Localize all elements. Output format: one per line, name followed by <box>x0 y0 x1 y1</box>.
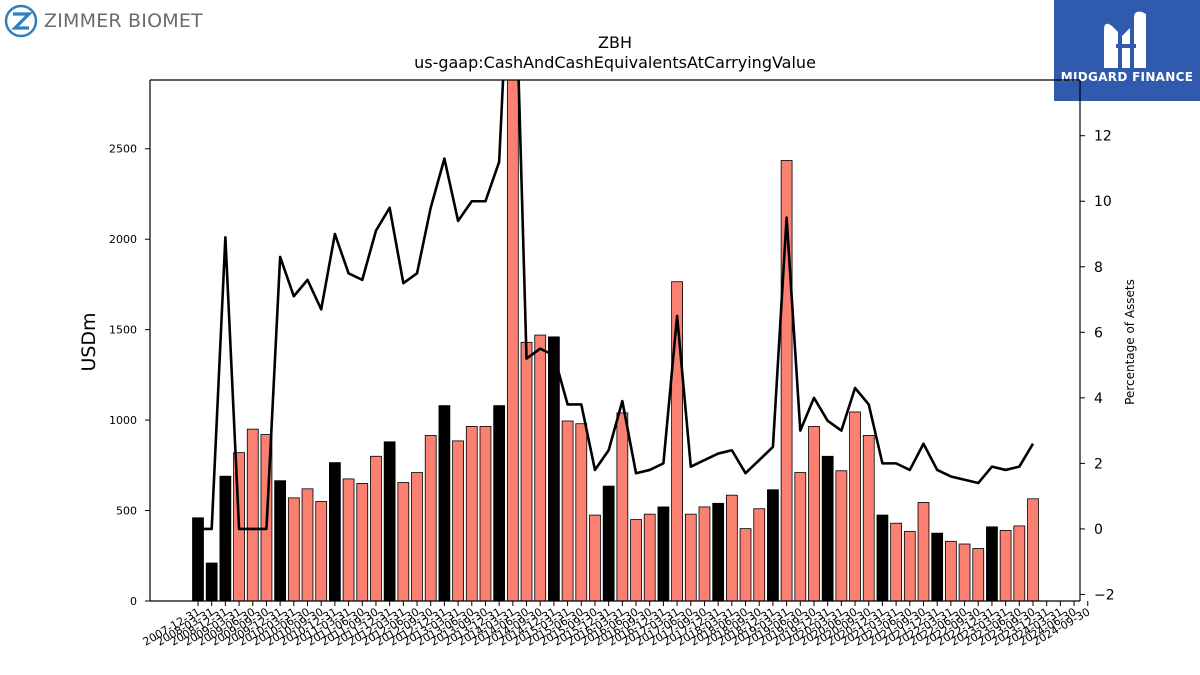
bar <box>452 440 464 601</box>
bar <box>493 405 506 601</box>
bar <box>602 485 615 601</box>
bar <box>698 506 711 601</box>
bar <box>1027 498 1039 601</box>
bar <box>958 543 971 601</box>
y-tick-label: 2500 <box>109 143 137 156</box>
bar <box>329 462 341 601</box>
bar <box>808 426 820 601</box>
y-tick-label: 1000 <box>109 414 137 427</box>
bar <box>479 426 492 601</box>
bar <box>506 80 519 601</box>
bar <box>424 435 437 601</box>
bar <box>342 478 355 601</box>
y2-tick-label: 4 <box>1094 391 1103 407</box>
bar <box>219 475 232 601</box>
y2-tick-label: 12 <box>1094 129 1112 145</box>
y-tick-label: 2000 <box>109 233 137 246</box>
bar <box>356 483 369 601</box>
y2-tick-label: −2 <box>1094 587 1115 603</box>
bar <box>725 494 738 601</box>
sponsor-logo-text: MIDGARD FINANCE <box>1060 70 1194 84</box>
bar <box>438 405 451 601</box>
zimmer-z-icon <box>4 4 38 38</box>
line-series <box>198 80 1035 531</box>
bar <box>301 488 314 601</box>
bar <box>465 426 478 601</box>
bar <box>315 501 328 601</box>
bar <box>287 497 300 601</box>
bar <box>520 341 533 601</box>
bar <box>835 470 848 601</box>
bar <box>739 528 752 601</box>
zimmer-biomet-logo: ZIMMER BIOMET <box>4 4 203 38</box>
bar <box>561 420 574 601</box>
axes: 05001000150020002500−20246810122007-12-3… <box>109 79 1115 649</box>
bar <box>903 530 916 601</box>
midgard-finance-logo: MIDGARD FINANCE <box>1054 0 1200 101</box>
company-logo-text: ZIMMER BIOMET <box>44 10 203 32</box>
bar <box>274 480 287 601</box>
bar <box>616 412 629 601</box>
y-tick-label: 0 <box>130 595 137 608</box>
y2-tick-label: 8 <box>1094 260 1103 276</box>
bar <box>575 423 588 601</box>
percentage-line <box>198 80 1035 531</box>
bar <box>944 540 957 601</box>
bar <box>794 472 807 601</box>
chart-subtitle: us-gaap:CashAndCashEquivalentsAtCarrying… <box>414 53 816 72</box>
bar <box>671 281 683 601</box>
bar <box>876 514 889 601</box>
bar <box>192 517 204 601</box>
bar <box>684 513 697 601</box>
bar <box>383 441 396 601</box>
bar <box>767 489 779 601</box>
y2-axis-label: Percentage of Assets <box>1123 279 1137 405</box>
bar <box>657 506 670 601</box>
bar <box>1013 525 1026 601</box>
bar <box>917 502 930 601</box>
bar <box>753 508 766 601</box>
bar <box>370 455 382 601</box>
y2-tick-label: 2 <box>1094 456 1103 472</box>
bar <box>589 514 601 601</box>
bar <box>630 519 642 601</box>
bar <box>849 411 861 601</box>
bar <box>999 530 1012 601</box>
bar <box>643 513 656 601</box>
y2-tick-label: 0 <box>1094 522 1103 538</box>
bar <box>972 548 985 601</box>
bar <box>821 455 834 601</box>
bar <box>890 522 902 601</box>
bar <box>548 336 560 601</box>
y2-tick-label: 6 <box>1094 325 1103 341</box>
bar <box>246 428 259 601</box>
bar <box>411 472 423 601</box>
y-tick-label: 1500 <box>109 324 137 337</box>
bar <box>780 160 793 601</box>
chart-title: ZBH <box>598 33 632 52</box>
bar <box>986 526 998 601</box>
bar <box>205 562 218 601</box>
bar <box>931 532 944 601</box>
y-axis-label: USDm <box>78 312 100 371</box>
bar <box>397 482 410 601</box>
bar <box>862 435 875 601</box>
y2-tick-label: 10 <box>1094 194 1112 210</box>
bar <box>712 502 725 601</box>
midgard-m-icon <box>1104 11 1146 69</box>
bar-series <box>192 80 1039 601</box>
y-tick-label: 500 <box>116 505 137 518</box>
bar <box>534 334 547 601</box>
